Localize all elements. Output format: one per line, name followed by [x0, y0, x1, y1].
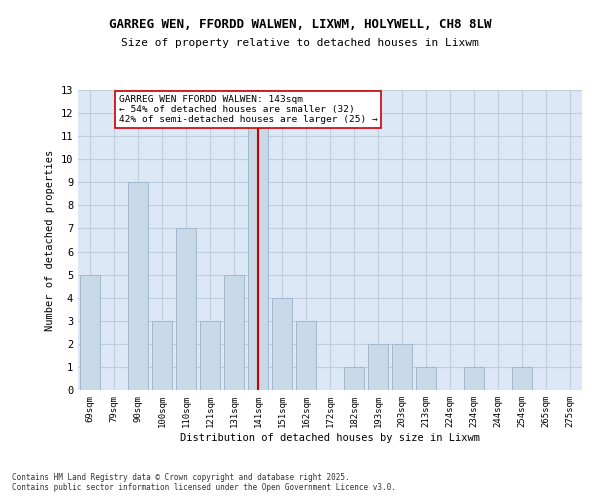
- Bar: [248, 90, 268, 390]
- Bar: [296, 321, 316, 390]
- Text: Size of property relative to detached houses in Lixwm: Size of property relative to detached ho…: [121, 38, 479, 48]
- Text: Contains HM Land Registry data © Crown copyright and database right 2025.
Contai: Contains HM Land Registry data © Crown c…: [12, 473, 396, 492]
- Bar: [176, 228, 196, 390]
- Text: GARREG WEN FFORDD WALWEN: 143sqm
← 54% of detached houses are smaller (32)
42% o: GARREG WEN FFORDD WALWEN: 143sqm ← 54% o…: [119, 94, 377, 124]
- Bar: [368, 344, 388, 390]
- Bar: [512, 367, 532, 390]
- Y-axis label: Number of detached properties: Number of detached properties: [45, 150, 55, 330]
- Bar: [200, 321, 220, 390]
- Bar: [416, 367, 436, 390]
- Bar: [128, 182, 148, 390]
- X-axis label: Distribution of detached houses by size in Lixwm: Distribution of detached houses by size …: [180, 432, 480, 442]
- Bar: [80, 274, 100, 390]
- Bar: [152, 321, 172, 390]
- Text: GARREG WEN, FFORDD WALWEN, LIXWM, HOLYWELL, CH8 8LW: GARREG WEN, FFORDD WALWEN, LIXWM, HOLYWE…: [109, 18, 491, 30]
- Bar: [464, 367, 484, 390]
- Bar: [224, 274, 244, 390]
- Bar: [392, 344, 412, 390]
- Bar: [272, 298, 292, 390]
- Bar: [344, 367, 364, 390]
